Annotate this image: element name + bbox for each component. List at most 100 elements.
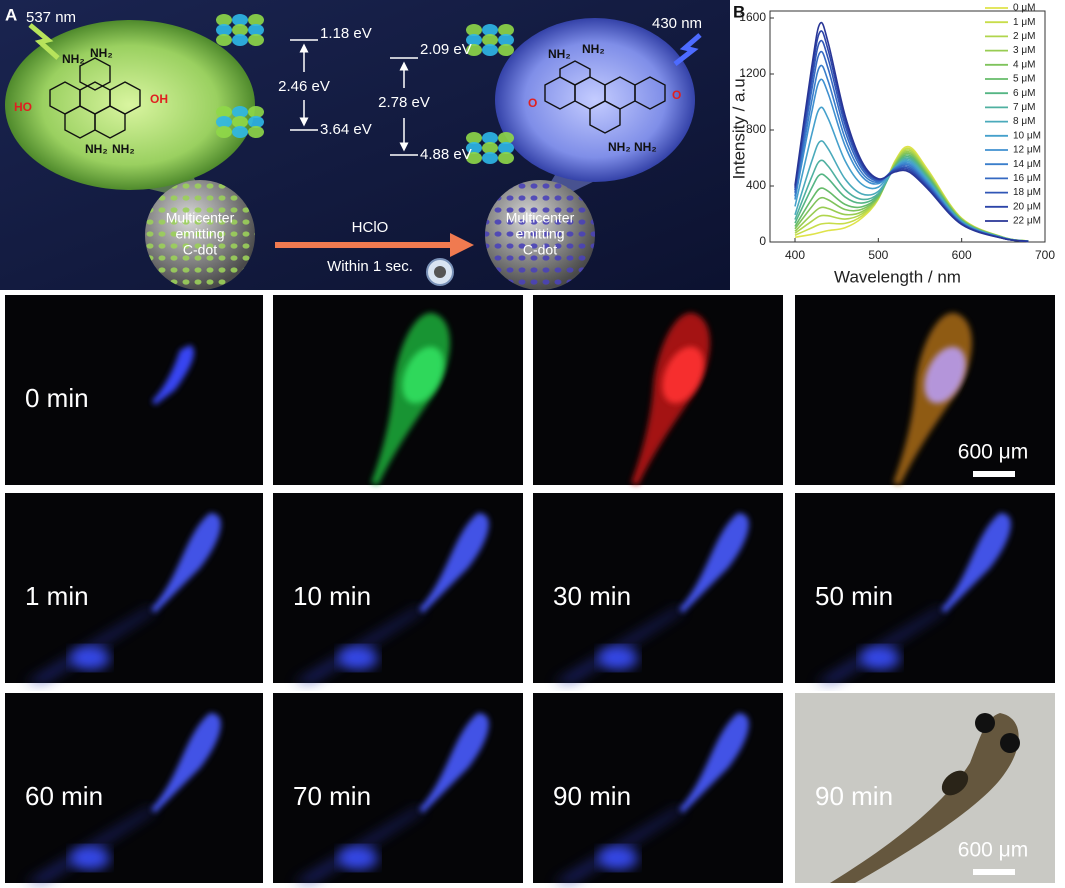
panel-label: B (733, 2, 745, 21)
legend-label: 1 μM (1013, 17, 1035, 28)
fish-body-glow (293, 607, 423, 683)
orbital-lobe (482, 152, 498, 164)
energy-label: 1.18 eV (320, 25, 372, 42)
c-dot-label: C-dot (183, 242, 217, 258)
orbital-lobe (466, 132, 482, 144)
orbital-lobe (482, 44, 498, 56)
fish-body-glow (815, 607, 945, 683)
orbital-lobe (232, 126, 248, 138)
y-tick-label: 1600 (739, 10, 766, 24)
orbital-lobe (232, 106, 248, 118)
fish-head-glow (419, 713, 489, 813)
fish-eye (1000, 733, 1020, 753)
x-tick-label: 400 (785, 248, 805, 262)
orbital-lobe (498, 24, 514, 36)
time-label: 90 min (815, 781, 893, 811)
y-axis-label: Intensity / a.u. (729, 74, 748, 180)
panel-label: A (5, 5, 17, 24)
wavelength-label: 430 nm (652, 15, 702, 32)
orbital-lobe (248, 116, 264, 128)
panel-b: B 0 400 800 1200 1600 400 500 600 700 Wavelength /… (729, 0, 1065, 290)
time-label: 0 min (25, 383, 89, 413)
legend-label: 14 μM (1013, 159, 1041, 170)
orbital-lobe (498, 142, 514, 154)
image-cell: 50 min (795, 493, 1055, 683)
plot-frame (769, 10, 1046, 243)
orbital-lobe (482, 132, 498, 144)
fish-yolk-glow (860, 646, 900, 670)
legend-label: 4 μM (1013, 59, 1035, 70)
orbital-lobe (216, 34, 232, 46)
time-label: 30 min (553, 581, 631, 611)
orbital-lobe (466, 24, 482, 36)
orbital-lobe (216, 126, 232, 138)
time-label: 1 min (25, 581, 89, 611)
image-cell: 90 min (795, 693, 1055, 883)
fish-body-glow (553, 807, 683, 883)
legend-label: 5 μM (1013, 74, 1035, 85)
molecule-label: O (672, 88, 681, 102)
image-cell: 10 min (273, 493, 523, 683)
orbital-lobe (216, 24, 232, 36)
legend-label: 0 μM (1013, 3, 1035, 14)
x-tick-label: 600 (952, 248, 972, 262)
c-dot-label: Multicenter (506, 210, 575, 226)
fish-fluorescence (152, 345, 195, 405)
fish-head-glow (679, 513, 749, 613)
blue-emission-halo (495, 18, 695, 182)
molecule-label: NH₂ (85, 142, 108, 156)
orbital-lobe (232, 34, 248, 46)
fish-yolk (941, 770, 969, 796)
time-label: Within 1 sec. (327, 258, 413, 275)
y-tick-label: 1200 (739, 66, 766, 80)
image-background (5, 295, 263, 485)
energy-label: 2.78 eV (378, 94, 430, 111)
image-cell: 30 min (533, 493, 783, 683)
fish-body-glow (25, 807, 155, 883)
scale-bar-label: 600 μm (958, 839, 1028, 862)
energy-label: 2.46 eV (278, 78, 330, 95)
energy-label: 3.64 eV (320, 121, 372, 138)
image-cell (795, 295, 1055, 485)
image-cell: 0 min (5, 295, 263, 485)
legend-label: 10 μM (1013, 130, 1041, 141)
image-cell: 60 min (5, 693, 263, 883)
fish-yolk-glow (598, 846, 638, 870)
y-tick-label: 400 (746, 178, 766, 192)
molecule-label: NH₂ (634, 140, 657, 154)
fish-yolk-glow (598, 646, 638, 670)
fish-body-glow (553, 607, 683, 683)
c-dot-centers (145, 180, 255, 290)
orbital-lobe (498, 132, 514, 144)
legend-label: 20 μM (1013, 201, 1041, 212)
panel-a: A 537 nm 430 nm 1.18 eV 2.46 eV 3.64 eV 2.09 e… (0, 0, 730, 290)
right-molecule-skeleton (544, 60, 666, 134)
fish-head-glow (419, 513, 489, 613)
legend-label: 18 μM (1013, 187, 1041, 198)
c-dot-label: C-dot (523, 242, 557, 258)
fish-head-glow (151, 513, 221, 613)
legend-label: 16 μM (1013, 173, 1041, 184)
orbital-plots (216, 14, 514, 164)
orbital-lobe (232, 24, 248, 36)
fish-body-glow (293, 807, 423, 883)
energy-diagram (290, 39, 418, 156)
molecule-label: NH₂ (90, 46, 113, 60)
time-label: 60 min (25, 781, 103, 811)
orbital-lobe (248, 106, 264, 118)
orbital-lobe (248, 34, 264, 46)
c-dot-label: Multicenter (166, 210, 235, 226)
y-tick-label: 800 (746, 122, 766, 136)
x-tick-label: 500 (868, 248, 888, 262)
legend-label: 2 μM (1013, 31, 1035, 42)
time-label: 50 min (815, 581, 893, 611)
orbital-lobe (498, 34, 514, 46)
time-label: 70 min (293, 781, 371, 811)
c-dot-label: emitting (175, 226, 224, 242)
scale-bar: 600 μm (958, 441, 1028, 477)
orbital-lobe (216, 14, 232, 26)
fish-eye (975, 713, 995, 733)
orbital-lobe (466, 34, 482, 46)
zebrafish (830, 713, 1019, 883)
molecule-label: OH (150, 92, 168, 106)
